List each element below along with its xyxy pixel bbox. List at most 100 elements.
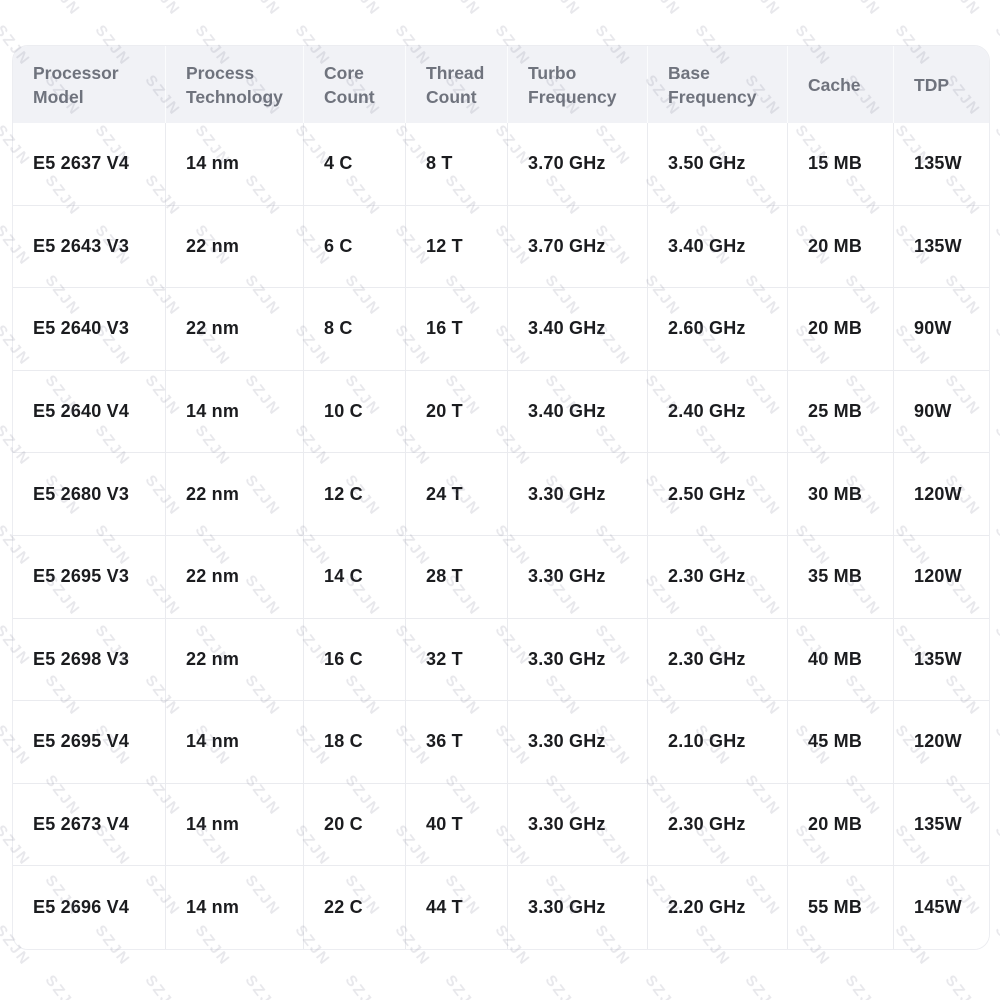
table-cell: 3.70 GHz <box>508 205 648 289</box>
table-cell: E5 2640 V3 <box>13 288 166 371</box>
table-cell: 3.30 GHz <box>508 866 648 949</box>
table-cell: 135W <box>894 123 989 206</box>
table-cell: 4 C <box>304 123 406 206</box>
column-header-cache: Cache <box>788 46 894 123</box>
watermark-text: SZJN <box>991 522 1000 569</box>
watermark-text: SZJN <box>542 0 584 19</box>
column-header-tdp: TDP <box>894 46 989 123</box>
table-cell: 2.60 GHz <box>648 288 788 371</box>
table-cell: 40 T <box>406 783 508 867</box>
table-cell: 14 nm <box>166 783 304 867</box>
table-cell: 10 C <box>304 370 406 454</box>
table-cell: 145W <box>894 866 989 949</box>
table-cell: 12 T <box>406 205 508 289</box>
watermark-text: SZJN <box>342 0 384 19</box>
table-cell: 3.30 GHz <box>508 618 648 702</box>
table-cell: 3.40 GHz <box>648 205 788 289</box>
table-cell: 22 nm <box>166 535 304 619</box>
table-cell: E5 2695 V4 <box>13 701 166 784</box>
watermark-text: SZJN <box>991 122 1000 169</box>
table-cell: 55 MB <box>788 866 894 949</box>
watermark-text: SZJN <box>991 422 1000 469</box>
table-cell: 2.10 GHz <box>648 701 788 784</box>
table-cell: 6 C <box>304 205 406 289</box>
table-cell: 3.30 GHz <box>508 535 648 619</box>
table-cell: 20 T <box>406 370 508 454</box>
table-cell: 2.30 GHz <box>648 535 788 619</box>
table-cell: 135W <box>894 618 989 702</box>
table-cell: 3.40 GHz <box>508 370 648 454</box>
table-cell: 8 T <box>406 123 508 206</box>
table-cell: 120W <box>894 535 989 619</box>
watermark-text: SZJN <box>991 722 1000 769</box>
table-cell: 20 MB <box>788 205 894 289</box>
table-cell: 22 nm <box>166 453 304 536</box>
table-cell: E5 2640 V4 <box>13 370 166 454</box>
table-cell: 14 nm <box>166 866 304 949</box>
table-cell: 20 MB <box>788 288 894 371</box>
table-cell: 90W <box>894 370 989 454</box>
table-cell: 16 C <box>304 618 406 702</box>
table-cell: E5 2637 V4 <box>13 123 166 206</box>
table-cell: 2.20 GHz <box>648 866 788 949</box>
column-header-process-technology: Process Technology <box>166 46 304 123</box>
table-cell: 24 T <box>406 453 508 536</box>
table-cell: 90W <box>894 288 989 371</box>
table-cell: 12 C <box>304 453 406 536</box>
table-cell: 30 MB <box>788 453 894 536</box>
column-header-turbo-frequency: Turbo Frequency <box>508 46 648 123</box>
table-cell: 28 T <box>406 535 508 619</box>
column-header-base-frequency: Base Frequency <box>648 46 788 123</box>
table-cell: 14 C <box>304 535 406 619</box>
watermark-text: SZJN <box>41 972 84 1000</box>
table-cell: 14 nm <box>166 370 304 454</box>
watermark-text: SZJN <box>991 322 1000 369</box>
table-cell: 36 T <box>406 701 508 784</box>
table-cell: 16 T <box>406 288 508 371</box>
table-cell: 22 nm <box>166 205 304 289</box>
table-cell: 35 MB <box>788 535 894 619</box>
watermark-text: SZJN <box>842 0 884 19</box>
table-cell: 14 nm <box>166 701 304 784</box>
table-cell: 135W <box>894 783 989 867</box>
watermark-text: SZJN <box>991 922 1000 969</box>
table-cell: 22 nm <box>166 618 304 702</box>
watermark-text: SZJN <box>641 972 684 1000</box>
table-cell: 32 T <box>406 618 508 702</box>
watermark-text: SZJN <box>242 0 284 19</box>
table-cell: 3.30 GHz <box>508 783 648 867</box>
column-header-thread-count: Thread Count <box>406 46 508 123</box>
table-cell: 120W <box>894 701 989 784</box>
table-cell: 3.30 GHz <box>508 453 648 536</box>
table-cell: 135W <box>894 205 989 289</box>
table-cell: 22 nm <box>166 288 304 371</box>
table-cell: 2.50 GHz <box>648 453 788 536</box>
table-cell: 44 T <box>406 866 508 949</box>
table-cell: 3.40 GHz <box>508 288 648 371</box>
watermark-text: SZJN <box>991 822 1000 869</box>
table-cell: 25 MB <box>788 370 894 454</box>
watermark-text: SZJN <box>942 0 984 19</box>
watermark-text: SZJN <box>441 972 484 1000</box>
table-cell: 45 MB <box>788 701 894 784</box>
watermark-text: SZJN <box>142 0 184 19</box>
table-cell: 22 C <box>304 866 406 949</box>
watermark-text: SZJN <box>442 0 484 19</box>
table-cell: 3.70 GHz <box>508 123 648 206</box>
watermark-text: SZJN <box>841 972 884 1000</box>
table-cell: E5 2680 V3 <box>13 453 166 536</box>
watermark-text: SZJN <box>341 972 384 1000</box>
watermark-text: SZJN <box>642 0 684 19</box>
table-cell: 20 MB <box>788 783 894 867</box>
table-cell: E5 2643 V3 <box>13 205 166 289</box>
table-cell: 2.30 GHz <box>648 618 788 702</box>
watermark-text: SZJN <box>991 622 1000 669</box>
watermark-text: SZJN <box>991 22 1000 69</box>
watermark-text: SZJN <box>141 972 184 1000</box>
table-cell: E5 2698 V3 <box>13 618 166 702</box>
column-header-core-count: Core Count <box>304 46 406 123</box>
table-cell: 120W <box>894 453 989 536</box>
table-cell: 2.40 GHz <box>648 370 788 454</box>
watermark-text: SZJN <box>241 972 284 1000</box>
